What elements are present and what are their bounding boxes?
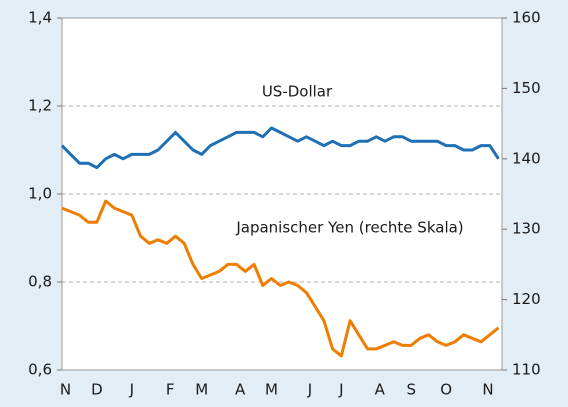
x-tick-label: A <box>235 381 246 399</box>
x-tick-label: J <box>307 381 312 399</box>
line-series <box>61 199 500 358</box>
annotation: Japanischer Yen (rechte Skala) <box>235 219 463 237</box>
line-series <box>60 126 500 170</box>
x-tick-label: F <box>166 381 175 399</box>
y2-tick-label: 140 <box>512 149 541 167</box>
x-tick-label: J <box>338 381 343 399</box>
y-tick-label: 1,2 <box>28 97 52 115</box>
y-tick-label: 0,8 <box>28 273 52 291</box>
y2-tick-label: 160 <box>512 9 541 27</box>
y-tick-label: 1,4 <box>28 9 52 27</box>
y-tick-label: 1,0 <box>28 185 52 203</box>
x-tick-label: D <box>91 381 103 399</box>
y2-tick-label: 110 <box>512 361 541 379</box>
x-tick-label: A <box>375 381 386 399</box>
x-tick-label: J <box>129 381 134 399</box>
x-tick-label: M <box>195 381 208 399</box>
x-tick-label: N <box>60 381 71 399</box>
y2-tick-label: 150 <box>512 79 541 97</box>
x-tick-label: M <box>265 381 278 399</box>
annotation: US-Dollar <box>262 83 333 101</box>
x-tick-label: O <box>440 381 452 399</box>
x-tick-label: N <box>482 381 493 399</box>
y-tick-label: 0,6 <box>28 361 52 379</box>
y2-tick-label: 120 <box>512 290 541 308</box>
y2-tick-label: 130 <box>512 220 541 238</box>
x-tick-label: S <box>406 381 416 399</box>
